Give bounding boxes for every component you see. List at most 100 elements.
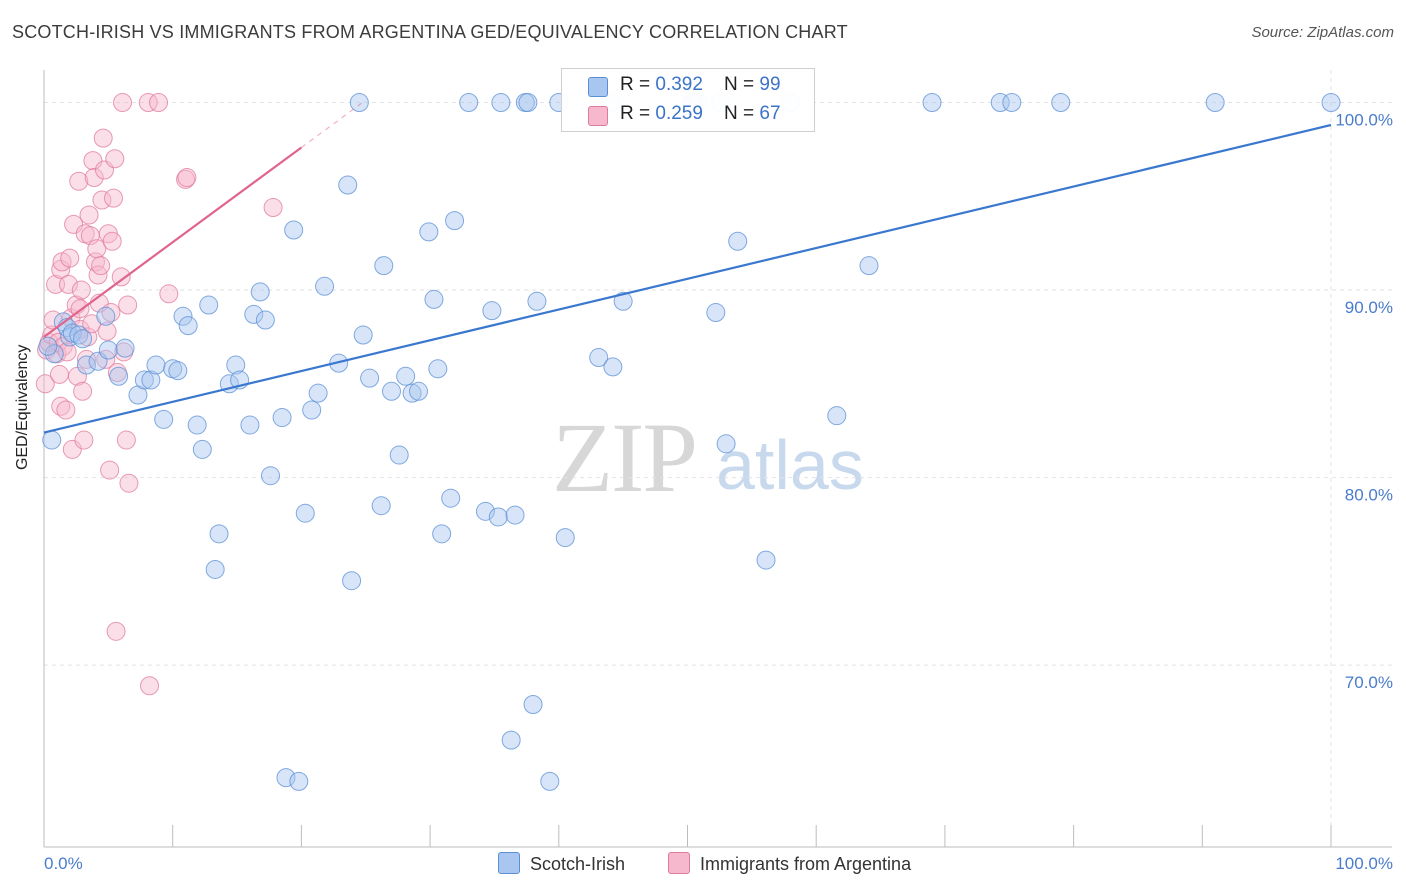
scotch-irish-point <box>192 439 212 459</box>
scotch-irish-point <box>441 488 461 508</box>
grid-layer <box>44 70 1392 847</box>
scotch-irish-point <box>501 730 521 750</box>
argentina-point <box>106 621 126 641</box>
r-label: R = <box>620 103 656 124</box>
argentina-point <box>74 430 94 450</box>
scotch-irish-point <box>491 93 511 113</box>
trend-lines <box>43 99 1332 434</box>
scotch-irish-point <box>396 366 416 386</box>
scotch-irish-point <box>199 295 219 315</box>
scotch-irish-point <box>272 408 292 428</box>
scotch-irish-point <box>315 276 335 296</box>
scotch-irish-point <box>349 93 369 113</box>
scotch-irish-trendline <box>43 123 1332 434</box>
scotch-irish-point <box>603 357 623 377</box>
stats-legend: R = 0.392 N = 99 R = 0.259 N = 67 <box>561 68 815 132</box>
scotch-irish-point <box>109 366 129 386</box>
y-tick-label: 80.0% <box>1345 486 1393 505</box>
scotch-irish-point <box>756 550 776 570</box>
argentina-point <box>93 128 113 148</box>
scotch-irish-point <box>1205 93 1225 113</box>
scotch-irish-point <box>115 338 135 358</box>
y-tick-label: 70.0% <box>1345 673 1393 692</box>
scotch-irish-point <box>302 400 322 420</box>
scotch-irish-point <box>374 256 394 276</box>
scotch-irish-point <box>289 771 309 791</box>
scotch-irish-point <box>261 466 281 486</box>
scotch-irish-point <box>141 370 161 390</box>
scotch-irish-point <box>488 507 508 527</box>
legend-swatch-blue <box>498 852 520 874</box>
scotch-irish-point <box>990 93 1010 113</box>
scotch-irish-point <box>613 291 633 311</box>
argentina-point <box>138 93 158 113</box>
legend-swatch-pink <box>668 852 690 874</box>
legend-label-scotch-irish: Scotch-Irish <box>530 854 626 874</box>
scotch-irish-point <box>381 381 401 401</box>
n-label: N = <box>724 74 760 95</box>
argentina-point <box>119 473 139 493</box>
n-value: 67 <box>759 103 781 124</box>
argentina-point <box>49 364 69 384</box>
argentina-point <box>46 274 66 294</box>
argentina-point <box>105 149 125 169</box>
scotch-irish-point <box>38 336 58 356</box>
scotch-irish-point <box>69 325 89 345</box>
argentina-point <box>111 267 131 287</box>
scotch-irish-point <box>706 303 726 323</box>
swatch-pink <box>588 106 608 126</box>
scotch-irish-point <box>475 501 495 521</box>
argentina-point <box>159 284 179 304</box>
scotch-irish-point <box>226 355 246 375</box>
scotch-irish-point <box>360 368 380 388</box>
scotch-irish-point <box>187 415 207 435</box>
argentina-trendline <box>43 146 303 338</box>
scotch-irish-point <box>389 445 409 465</box>
scotch-irish-point <box>62 323 82 343</box>
chart-title: SCOTCH-IRISH VS IMMIGRANTS FROM ARGENTIN… <box>12 22 848 42</box>
n-value: 99 <box>759 74 781 95</box>
axis-layer <box>43 70 1392 848</box>
legend-item-argentina: Immigrants from Argentina <box>668 852 911 875</box>
r-label: R = <box>620 74 656 95</box>
source-credit: Source: ZipAtlas.com <box>1251 24 1394 41</box>
argentina-point <box>92 190 112 210</box>
scotch-irish-point <box>353 325 373 345</box>
scotch-irish-point <box>250 282 270 302</box>
scotch-irish-point <box>76 355 96 375</box>
argentina-point <box>263 198 283 218</box>
swatch-blue <box>588 77 608 97</box>
scotch-irish-point <box>342 571 362 591</box>
x-tick-label: 100.0% <box>1335 854 1393 873</box>
scotch-irish-point <box>338 175 358 195</box>
argentina-point <box>140 676 160 696</box>
scotch-irish-point <box>555 528 575 548</box>
legend-label-argentina: Immigrants from Argentina <box>700 854 912 874</box>
argentina-point <box>58 274 78 294</box>
argentina-point <box>149 93 169 113</box>
scotch-irish-point <box>284 220 304 240</box>
scotch-irish-point <box>402 383 422 403</box>
watermark-atlas: atlas <box>716 426 864 504</box>
scotch-irish-point <box>459 93 479 113</box>
scotch-irish-point <box>428 359 448 379</box>
argentina-trendline-extension <box>301 99 367 148</box>
scotch-irish-point <box>827 406 847 426</box>
scotch-irish-point <box>98 340 118 360</box>
argentina-point <box>76 349 96 369</box>
argentina-point <box>100 460 120 480</box>
scotch-irish-point <box>424 289 444 309</box>
argentina-point <box>113 93 133 113</box>
stats-row-argentina: R = 0.259 N = 67 <box>562 100 814 128</box>
argentina-point <box>97 321 117 341</box>
legend-item-scotch-irish: Scotch-Irish <box>498 852 625 875</box>
argentina-point <box>56 400 76 420</box>
scotch-irish-point <box>73 329 93 349</box>
argentina-point <box>91 256 111 276</box>
scotch-irish-point <box>178 316 198 336</box>
scotch-irish-point <box>44 344 64 364</box>
tick-labels: 70.0% 80.0% 90.0% 100.0% 0.0% 100.0% <box>44 111 1393 873</box>
scotch-irish-point <box>96 306 116 326</box>
scotch-irish-point <box>505 505 525 525</box>
